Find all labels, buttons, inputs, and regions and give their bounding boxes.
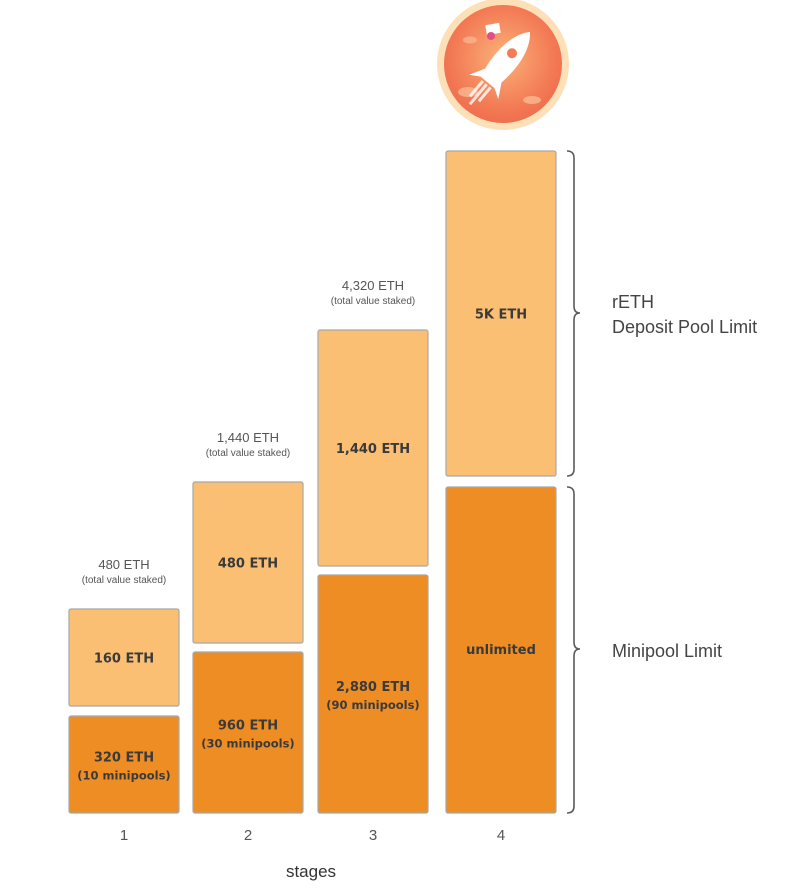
total-value-stage-2: 1,440 ETH [217, 430, 279, 445]
bar-deposit-stage-3 [317, 329, 429, 567]
bar-deposit-stage-4 [445, 150, 557, 477]
bar-deposit-stage-2 [192, 481, 304, 644]
bars-layer [68, 150, 557, 814]
minipool-brace [566, 486, 581, 814]
x-axis-label: stages [286, 862, 336, 881]
bar-minipool-label-stage-1: 320 ETH [94, 751, 154, 766]
bar-minipool-stage-4 [445, 486, 557, 814]
bar-deposit-label-stage-4: 5K ETH [475, 308, 527, 323]
bar-minipool-stage-2 [192, 651, 304, 814]
labels-layer: 320 ETH (10 minipools) 160 ETH 480 ETH (tota… [77, 278, 536, 844]
deposit-brace-label-line1: rETH [612, 292, 654, 312]
bar-deposit-label-stage-3: 1,440 ETH [336, 442, 410, 457]
bar-deposit-label-stage-1: 160 ETH [94, 652, 154, 667]
rocket-logo-icon [437, 0, 569, 130]
bar-minipool-label-stage-4: unlimited [466, 643, 536, 658]
x-tick-label-3: 3 [369, 827, 377, 844]
bar-minipool-sublabel-stage-1: (10 minipools) [77, 769, 170, 783]
x-tick-label-1: 1 [120, 827, 128, 844]
bar-minipool-stage-1 [68, 715, 180, 814]
deposit-brace-label-line2: Deposit Pool Limit [612, 317, 757, 337]
x-tick-label-4: 4 [497, 827, 505, 844]
minipool-brace-label: Minipool Limit [612, 641, 722, 661]
deposit-pool-brace [566, 150, 581, 477]
total-note-stage-3: (total value staked) [331, 296, 416, 307]
total-value-stage-3: 4,320 ETH [342, 278, 404, 293]
bar-minipool-label-stage-3: 2,880 ETH [336, 680, 410, 695]
bar-minipool-sublabel-stage-3: (90 minipools) [326, 698, 419, 712]
total-note-stage-2: (total value staked) [206, 448, 291, 459]
bar-minipool-stage-3 [317, 574, 429, 814]
bar-deposit-stage-1 [68, 608, 180, 707]
bar-minipool-sublabel-stage-2: (30 minipools) [201, 737, 294, 751]
total-value-stage-1: 480 ETH [98, 557, 149, 572]
x-tick-label-2: 2 [244, 827, 252, 844]
total-note-stage-1: (total value staked) [82, 575, 167, 586]
bar-minipool-label-stage-2: 960 ETH [218, 719, 278, 734]
bar-deposit-label-stage-2: 480 ETH [218, 557, 278, 572]
